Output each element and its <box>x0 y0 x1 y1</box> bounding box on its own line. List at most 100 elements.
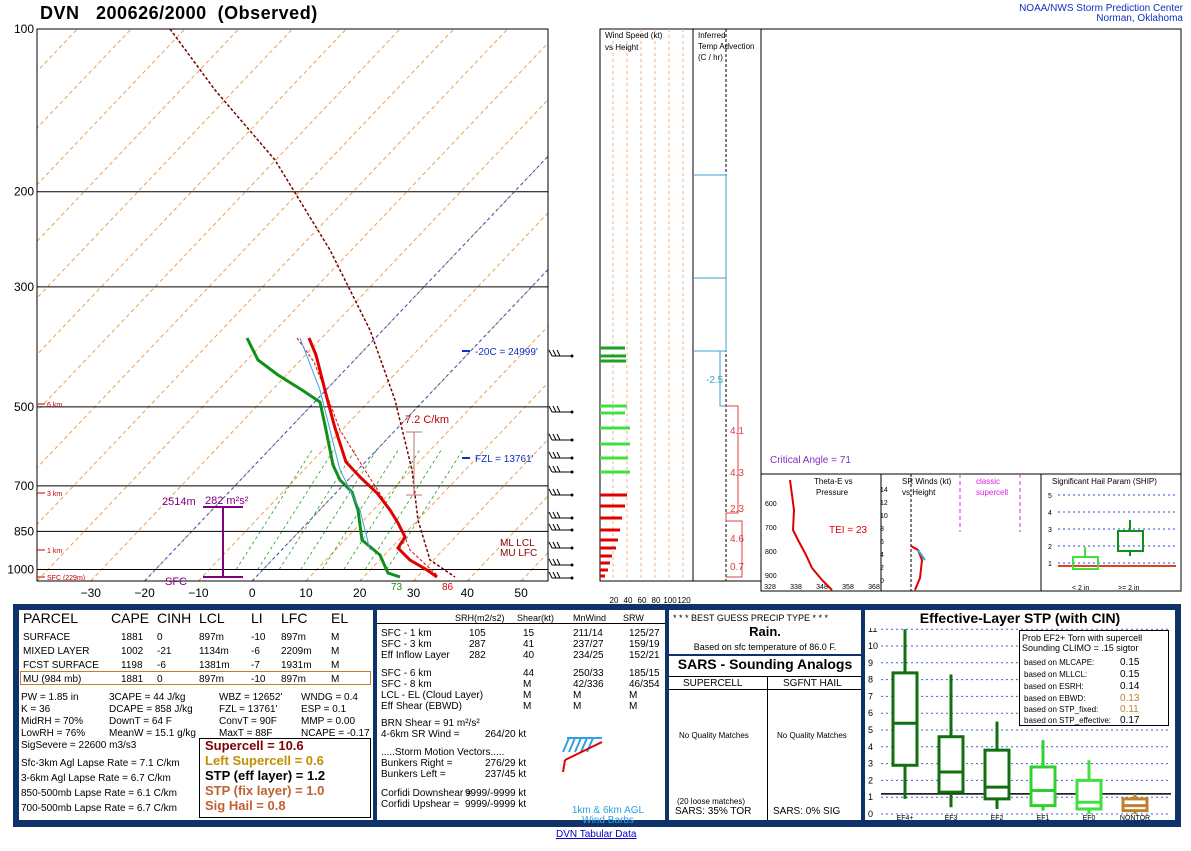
kin-value: 234/25 <box>573 650 604 661</box>
wspd-tick: 100 <box>663 596 677 604</box>
corfidi-down: Corfidi Downshear = <box>381 788 472 799</box>
tadv-value: 0.7 <box>730 562 744 573</box>
stp-box <box>1075 778 1103 811</box>
parcel-header: LFC <box>281 610 308 626</box>
thetae-xtick: 368 <box>868 584 880 591</box>
thetae-ytick: 800 <box>765 549 777 556</box>
stp-box <box>983 748 1011 801</box>
index-cell: MidRH = 70% <box>21 716 83 727</box>
wspd-tick: 40 <box>624 596 633 604</box>
sars-col: SGFNT HAIL <box>783 678 842 689</box>
barb-flag <box>548 433 553 441</box>
barb-dot <box>570 563 574 567</box>
barb-flag <box>556 511 561 519</box>
thetae-title: Pressure <box>816 488 849 497</box>
tei-label: TEI = 23 <box>829 525 868 536</box>
stp-clim: Sounding CLIMO = .15 sigtor <box>1022 643 1139 653</box>
mixing-ratio <box>257 449 335 570</box>
kin-label: Eff Inflow Layer <box>381 650 450 661</box>
thetae-trace <box>789 479 833 591</box>
parcel-header: PARCEL <box>23 610 78 626</box>
barb-flag <box>552 523 557 531</box>
barb-flag <box>552 465 557 473</box>
barb-flag <box>552 349 557 357</box>
barb-dot <box>570 493 574 497</box>
kin-value: M <box>573 701 582 712</box>
barb-flag <box>548 571 553 579</box>
barb-flag <box>556 433 561 441</box>
mixing-ratio <box>278 449 356 570</box>
parcel-header: LI <box>251 610 263 626</box>
barb-flag <box>548 488 553 496</box>
pressure-tick: 200 <box>14 185 34 199</box>
stp-ytick: 7 <box>868 691 873 701</box>
tadv-value: 4.3 <box>730 468 744 479</box>
stp-based-label: based on ESRH: <box>1024 682 1084 691</box>
tadv-title: (C / hr) <box>698 53 723 62</box>
kin-label: SFC - 8 km <box>381 679 432 690</box>
lcl-label: ML LCL <box>500 538 535 549</box>
sars-rule <box>669 689 861 690</box>
barb-flag <box>556 523 561 531</box>
sars-tor: SARS: 35% TOR <box>675 806 752 817</box>
stp-based-label: based on MLCAPE: <box>1024 658 1095 667</box>
barb-dot <box>570 470 574 474</box>
isotherm <box>0 29 24 581</box>
barb-flag <box>552 541 557 549</box>
kin-rule <box>377 623 665 624</box>
mixing-ratio <box>300 449 378 570</box>
critical-angle: Critical Angle = 71 <box>770 455 851 466</box>
barb-1km <box>564 741 603 761</box>
stp-ytick: 3 <box>868 759 873 769</box>
barb-flag <box>556 405 561 413</box>
barb-flag <box>556 465 561 473</box>
thetae-ytick: 600 <box>765 501 777 508</box>
stp-based-value: 0.15 <box>1120 657 1140 668</box>
srw-low <box>910 545 924 591</box>
pressure-tick: 300 <box>14 280 34 294</box>
bunkers-left: Bunkers Left = <box>381 769 446 780</box>
stp-ytick: 2 <box>868 775 873 785</box>
wspd-tick: 120 <box>677 596 691 604</box>
tabular-data-link[interactable]: DVN Tabular Data <box>556 829 637 840</box>
parcel-header: LCL <box>199 610 225 626</box>
stp-based-value: 0.14 <box>1120 681 1140 692</box>
parcel-cell: 1381m <box>199 660 230 671</box>
fzl-label: FZL = 13761' <box>475 454 534 465</box>
thetae-xtick: 328 <box>764 584 776 591</box>
parcel-cell: MIXED LAYER <box>23 646 90 657</box>
kin-value: 185/15 <box>629 668 660 679</box>
parcel-cell: -21 <box>157 646 172 657</box>
thetae-xtick: 348 <box>816 584 828 591</box>
height-label: SFC (229m) <box>47 575 85 582</box>
kin-header: SRH(m2/s2) <box>455 613 505 623</box>
stp-category: EF2 <box>991 815 1004 820</box>
corfidi-down-value: 9999/-9999 kt <box>465 788 527 799</box>
corfidi-up: Corfidi Upshear = <box>381 799 460 810</box>
barb-flag <box>548 405 553 413</box>
skewt-plot <box>0 29 548 581</box>
ship-xlabel: >= 2 in <box>1118 585 1140 592</box>
sars-loose: (20 loose matches) <box>677 797 746 806</box>
lfc-label: MU LFC <box>500 548 537 559</box>
tadv-value: 2.3 <box>730 504 744 515</box>
stp-category: EF4+ <box>897 815 914 820</box>
kin-label: Eff Shear (EBWD) <box>381 701 462 712</box>
barbs-caption: 1km & 6km AGL Wind Barbs <box>571 805 645 826</box>
stp-ytick: 9 <box>868 658 873 668</box>
precip-basis: Based on sfc temperature of 86.0 F. <box>693 642 837 652</box>
wspd-frame <box>599 28 694 582</box>
parcel-cell: 1134m <box>199 646 229 657</box>
barb-flag <box>548 451 553 459</box>
sars-divider <box>767 676 768 820</box>
isotherm <box>305 325 548 581</box>
skewt-frame <box>36 28 549 582</box>
kin-value: 41 <box>523 639 535 650</box>
stp-ytick: 1 <box>868 792 873 802</box>
parcel-header: CAPE <box>111 610 150 626</box>
temperature-trace <box>307 337 438 579</box>
parcel-cell: 897m <box>199 632 225 643</box>
stp-based-label: based on EBWD: <box>1024 694 1086 703</box>
temp-tick: 40 <box>461 586 475 600</box>
stp-prob-box: Prob EF2+ Torn with supercell Sounding CL… <box>1019 630 1169 726</box>
